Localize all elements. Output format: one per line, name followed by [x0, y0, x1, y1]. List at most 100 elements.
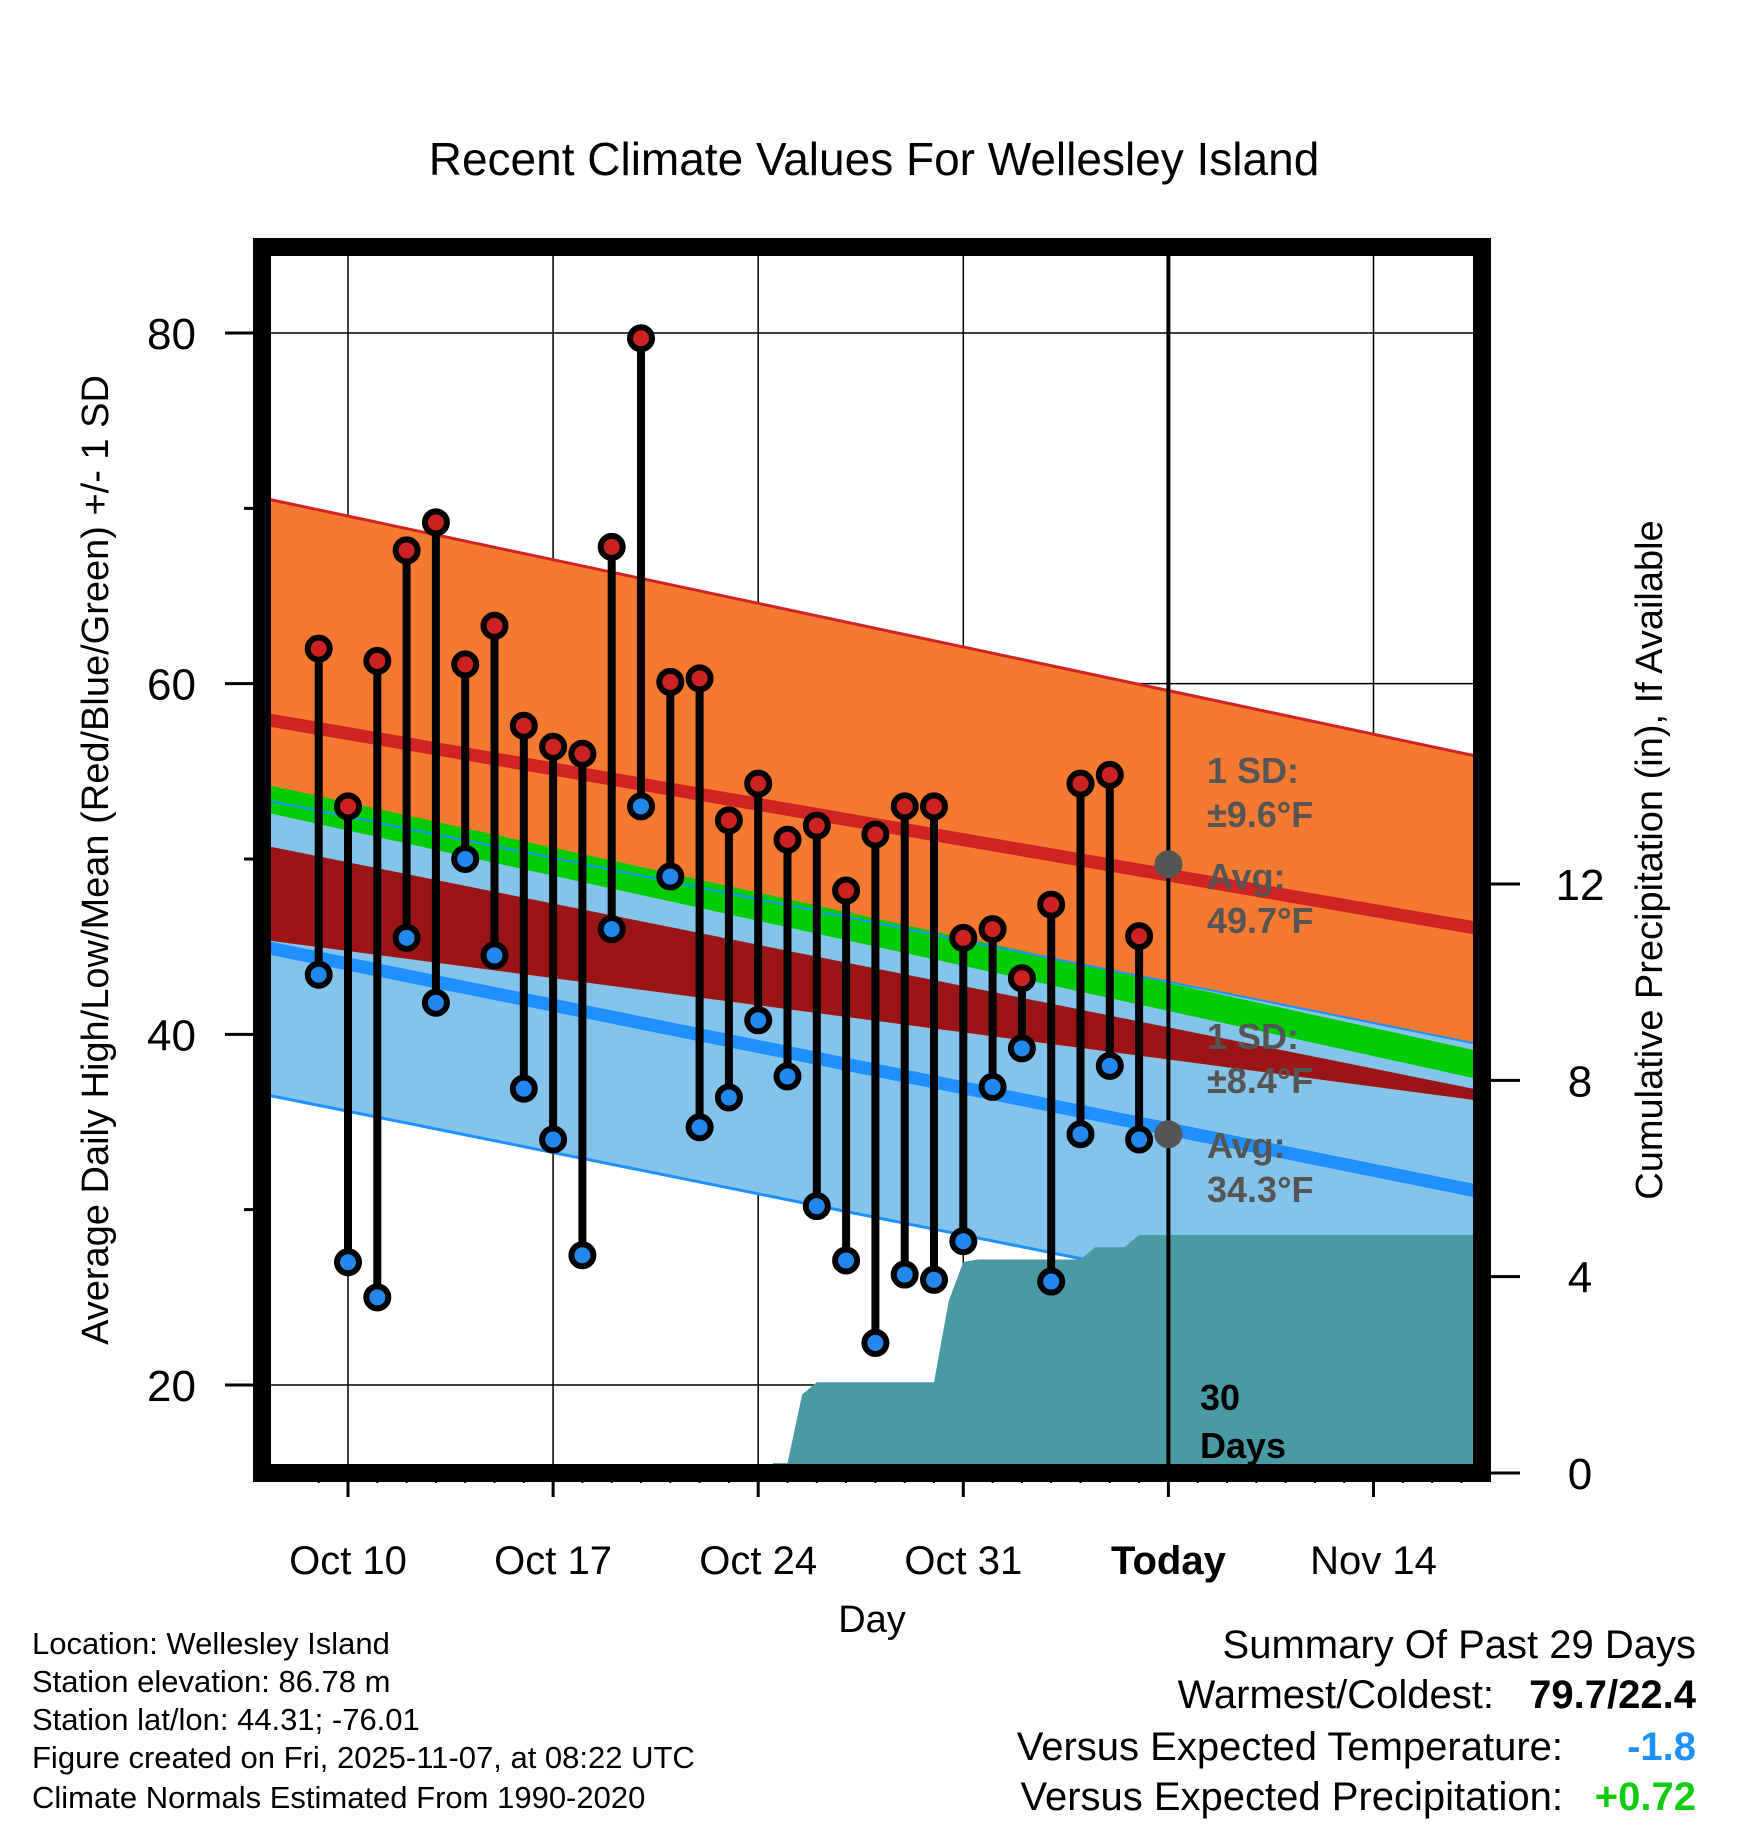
low-sd-value: ±8.4°F: [1207, 1060, 1313, 1101]
low-avg-value: 34.3°F: [1207, 1169, 1313, 1210]
daily-low-point: [920, 1265, 948, 1294]
daily-high-point: [480, 611, 509, 640]
daily-low-point: [656, 862, 685, 891]
high-upper-line: [262, 496, 1482, 759]
daily-high-point: [1007, 964, 1036, 993]
daily-high-point: [920, 792, 948, 821]
daily-high-point: [451, 650, 480, 679]
daily-low-point: [451, 845, 480, 873]
daily-low-point: [421, 988, 450, 1017]
daily-low-point: [480, 941, 509, 970]
daily-high-point: [421, 508, 450, 537]
low-avg-label: Avg:: [1207, 1125, 1286, 1166]
today-days-number: 30: [1200, 1377, 1240, 1418]
info-created: Figure created on Fri, 2025-11-07, at 08…: [32, 1740, 695, 1775]
axes: 20 40 60 80 0 4 8 12 Oct 10 Oct 17 Oct 24 Oct 31 Tod…: [147, 310, 1604, 1583]
avg-markers: [1154, 850, 1183, 1149]
summary-precip-label: Versus Expected Precipitation:: [1020, 1775, 1563, 1819]
daily-high-point: [334, 792, 362, 821]
daily-high-point: [1125, 922, 1154, 951]
summary-title: Summary Of Past 29 Days: [1223, 1623, 1696, 1667]
daily-high-point: [802, 811, 831, 840]
daily-high-point: [861, 820, 890, 849]
info-elevation: Station elevation: 86.78 m: [32, 1664, 390, 1699]
daily-low-point: [1066, 1120, 1095, 1149]
avg-marker: [1154, 850, 1183, 879]
y-tick-label: 80: [147, 310, 196, 359]
daily-low-point: [949, 1227, 978, 1256]
daily-low-point: [832, 1246, 861, 1275]
daily-high-point: [627, 324, 655, 353]
y-axis-label: Average Daily High/Low/Mean (Red/Blue/Gr…: [75, 375, 117, 1345]
precipitation-fill: [772, 1234, 1482, 1473]
summary-warm-cold-value: 79.7/22.4: [1529, 1673, 1697, 1717]
daily-low-point: [890, 1260, 919, 1289]
daily-high-point: [832, 876, 861, 905]
daily-low-point: [744, 1006, 773, 1035]
daily-low-point: [1007, 1034, 1036, 1063]
daily-low-point: [773, 1062, 802, 1091]
x-tick-label: Nov 14: [1310, 1539, 1437, 1583]
avg-marker: [1154, 1120, 1183, 1149]
y2-tick-label: 4: [1568, 1254, 1592, 1303]
high-sd-annotation: 1 SD: ±9.6°F: [1207, 750, 1313, 835]
daily-low-point: [1125, 1125, 1154, 1154]
plot-area: [262, 247, 1482, 1473]
low-avg-annotation: Avg: 34.3°F: [1207, 1125, 1313, 1210]
daily-high-point: [568, 739, 597, 768]
summary-warm-cold-label: Warmest/Coldest:: [1178, 1673, 1494, 1717]
precipitation-area: [772, 1234, 1482, 1473]
daily-low-point: [1037, 1267, 1066, 1296]
summary-temp-value: -1.8: [1627, 1725, 1696, 1769]
summary-panel: Summary Of Past 29 Days Warmest/Coldest:…: [1017, 1623, 1697, 1819]
chart-title: Recent Climate Values For Wellesley Isla…: [429, 133, 1320, 185]
station-info: Location: Wellesley Island Station eleva…: [32, 1626, 695, 1815]
x-axis-label: Day: [838, 1599, 906, 1641]
high-avg-label: Avg:: [1207, 856, 1286, 897]
daily-high-point: [392, 536, 421, 565]
daily-low-point: [509, 1074, 538, 1103]
summary-precip-value: +0.72: [1595, 1775, 1696, 1819]
y2-tick-label: 12: [1556, 861, 1605, 910]
daily-high-point: [304, 634, 333, 663]
daily-low-point: [597, 915, 626, 944]
summary-temp-label: Versus Expected Temperature:: [1017, 1725, 1563, 1769]
daily-high-point: [949, 923, 978, 952]
daily-low-point: [334, 1248, 362, 1277]
daily-low-point: [539, 1125, 568, 1154]
daily-high-point: [714, 806, 743, 835]
x-tick-label: Today: [1111, 1539, 1227, 1583]
daily-high-point: [1095, 760, 1124, 789]
info-latlon: Station lat/lon: 44.31; -76.01: [32, 1702, 420, 1737]
daily-high-point: [978, 915, 1007, 944]
today-days-word: Days: [1200, 1425, 1286, 1466]
daily-high-point: [1037, 890, 1066, 919]
daily-high-point: [685, 664, 714, 693]
daily-high-point: [539, 732, 568, 761]
high-avg-value: 49.7°F: [1207, 900, 1313, 941]
y2-axis-label: Cumulative Precipitation (in), If Availa…: [1629, 520, 1671, 1199]
daily-high-point: [509, 711, 538, 740]
daily-low-point: [363, 1283, 392, 1312]
daily-high-point: [597, 532, 626, 561]
daily-low-point: [861, 1328, 890, 1357]
high-avg-annotation: Avg: 49.7°F: [1207, 856, 1313, 941]
y-tick-label: 20: [147, 1362, 196, 1411]
info-normals: Climate Normals Estimated From 1990-2020: [32, 1780, 645, 1815]
daily-low-point: [802, 1192, 831, 1221]
daily-low-point: [714, 1083, 743, 1112]
y-tick-label: 60: [147, 661, 196, 710]
daily-low-point: [1095, 1051, 1124, 1080]
low-sd-label: 1 SD:: [1207, 1016, 1299, 1057]
x-tick-label: Oct 17: [494, 1539, 612, 1583]
daily-high-point: [744, 769, 773, 798]
today-days-label: 30 Days: [1200, 1377, 1286, 1466]
y2-tick-label: 0: [1568, 1450, 1592, 1499]
x-tick-label: Oct 10: [289, 1539, 407, 1583]
x-tick-label: Oct 24: [699, 1539, 817, 1583]
daily-low-point: [304, 960, 333, 989]
info-location: Location: Wellesley Island: [32, 1626, 390, 1661]
y-tick-label: 40: [147, 1011, 196, 1060]
